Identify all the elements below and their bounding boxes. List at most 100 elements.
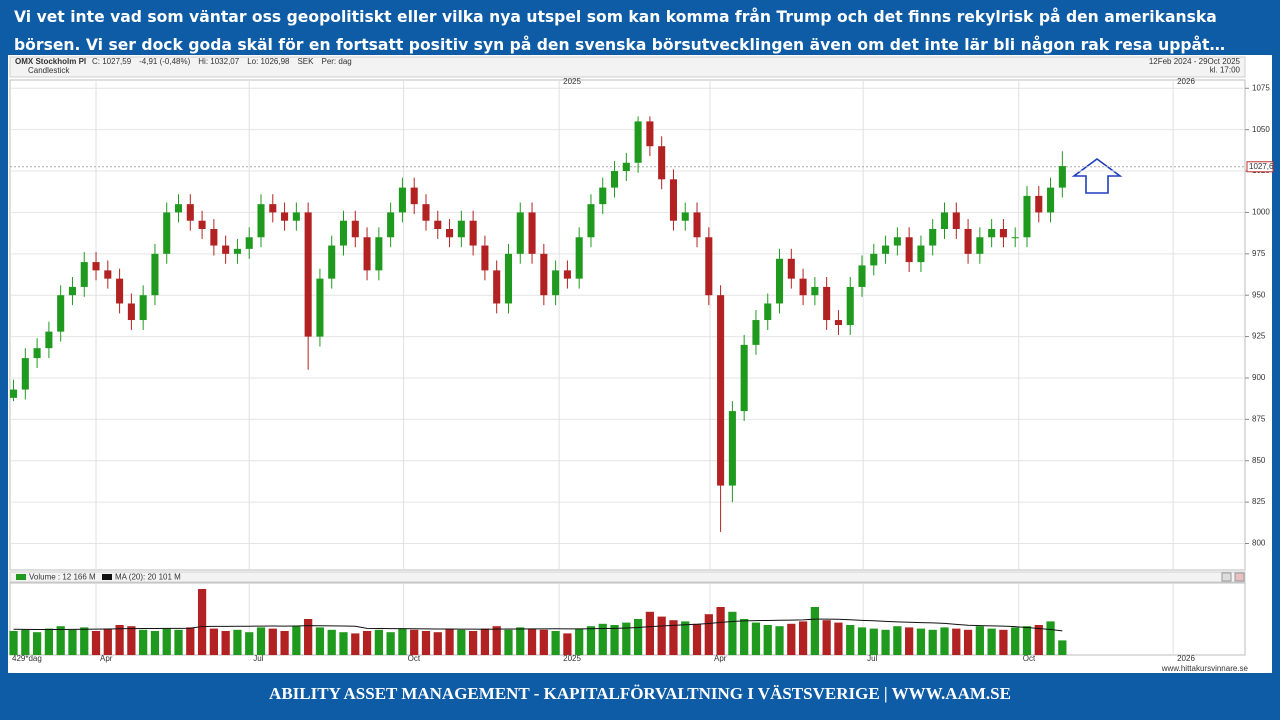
volume-bar xyxy=(150,631,160,655)
volume-bar xyxy=(740,619,749,655)
volume-bar xyxy=(386,632,395,655)
chart-style: Candlestick xyxy=(28,66,70,75)
candle-body xyxy=(540,253,548,296)
volume-legend-swatch xyxy=(16,574,26,580)
candle-body xyxy=(563,270,571,279)
volume-bar xyxy=(292,626,301,655)
volume-bar xyxy=(21,629,30,655)
volume-bar xyxy=(775,626,784,655)
candle-body xyxy=(799,278,807,296)
panel-button[interactable] xyxy=(1234,572,1245,582)
volume-bar xyxy=(952,628,961,655)
volume-bar xyxy=(374,629,383,655)
candle-body xyxy=(728,411,736,486)
volume-bar xyxy=(209,628,218,655)
volume-bar xyxy=(80,627,89,655)
candle-body xyxy=(339,220,348,246)
volume-bar xyxy=(810,607,819,655)
volume-bar xyxy=(551,631,560,655)
candle-body xyxy=(233,248,241,254)
volume-bar xyxy=(987,628,996,655)
volume-bar xyxy=(869,628,878,655)
candle-body xyxy=(21,358,29,390)
candle-body xyxy=(375,237,383,271)
volume-bar xyxy=(798,621,808,655)
volume-bar xyxy=(162,628,171,655)
y-tick-label: 875 xyxy=(1252,414,1266,423)
price-panel xyxy=(9,79,1246,571)
volume-bar xyxy=(9,631,18,655)
candle-body xyxy=(1023,195,1031,238)
volume-legend-bar xyxy=(9,571,1246,583)
candle-body xyxy=(398,187,406,213)
volume-bar xyxy=(233,629,242,655)
candle-body xyxy=(210,228,218,246)
candle-body xyxy=(186,204,194,221)
candle-body xyxy=(587,204,595,238)
volume-legend: Volume : 12 166 M xyxy=(29,573,96,582)
candle-body xyxy=(269,204,277,213)
volume-bar xyxy=(527,628,537,655)
volume-bar xyxy=(704,614,713,655)
candle-body xyxy=(304,212,312,337)
volume-bar xyxy=(905,627,914,655)
volume-bar xyxy=(586,626,596,655)
volume-bar xyxy=(633,619,643,655)
candle-body xyxy=(493,270,501,304)
volume-bar xyxy=(516,627,525,655)
volume-bar xyxy=(91,631,101,655)
candle-body xyxy=(717,295,725,486)
volume-bar xyxy=(1046,621,1055,655)
volume-bar xyxy=(834,622,843,655)
volume-bar xyxy=(669,620,678,655)
candle-body xyxy=(622,162,630,172)
volume-bar xyxy=(115,625,124,655)
candle-body xyxy=(351,220,359,238)
volume-bar xyxy=(469,631,478,655)
candle-body xyxy=(68,286,76,296)
volume-bar xyxy=(492,626,501,655)
volume-bar xyxy=(351,633,360,655)
volume-bar xyxy=(681,621,690,655)
volume-bar xyxy=(256,627,266,655)
volume-bar xyxy=(563,633,572,655)
volume-bar xyxy=(857,627,867,655)
y-tick-label: 1000 xyxy=(1252,208,1270,217)
candle-body xyxy=(363,237,371,271)
candle-body xyxy=(33,348,41,359)
candle-body xyxy=(387,212,395,238)
y-tick-label: 825 xyxy=(1252,497,1266,506)
volume-bar xyxy=(728,611,737,655)
volume-bar xyxy=(822,620,831,655)
candle-body xyxy=(422,204,430,221)
panel-button[interactable] xyxy=(1221,572,1232,582)
candle-body xyxy=(481,245,489,271)
x-tick-label: Oct xyxy=(408,654,421,663)
source: www.hittakursvinnare.se xyxy=(1161,664,1249,673)
candle-body xyxy=(775,258,784,304)
volume-bar xyxy=(598,623,607,655)
up-arrow xyxy=(1071,158,1123,194)
candle-body xyxy=(846,286,854,325)
volume-bar xyxy=(197,589,207,655)
volume-bar xyxy=(174,629,183,655)
volume-bar xyxy=(975,626,984,655)
period: 12Feb 2024 - 29Oct 2025 xyxy=(1149,57,1241,66)
candle-body xyxy=(104,270,112,279)
volume-bar xyxy=(787,623,796,655)
y-tick-label: 800 xyxy=(1252,539,1266,548)
volume-bar xyxy=(716,607,725,655)
x-tick-label: 2026 xyxy=(1177,654,1195,663)
candle-body xyxy=(823,286,831,321)
info-bar xyxy=(9,56,1246,78)
candle-body xyxy=(257,204,265,238)
volume-bar xyxy=(398,628,407,655)
candle-body xyxy=(457,220,465,238)
volume-bar xyxy=(575,628,584,655)
headline: Vi vet inte vad som väntar oss geopoliti… xyxy=(14,8,1226,54)
info-item: Hi: 1032,07 xyxy=(198,57,239,66)
volume-bar xyxy=(44,628,54,655)
current-price-label: 1027,6 xyxy=(1249,162,1274,171)
volume-bar xyxy=(1034,625,1043,655)
info-item: C: 1027,59 xyxy=(92,57,132,66)
